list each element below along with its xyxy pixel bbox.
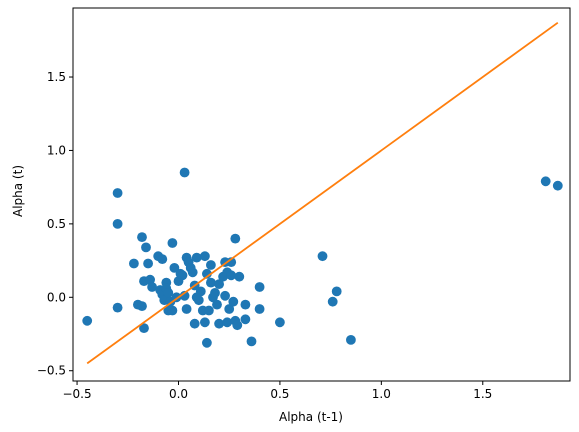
scatter-point [317, 251, 328, 262]
scatter-point [206, 277, 216, 288]
scatter-point [226, 257, 237, 267]
scatter-point [137, 301, 147, 311]
x-tick-label: 1.5 [473, 387, 492, 401]
scatter-point [187, 267, 198, 278]
scatter-point [139, 323, 149, 333]
scatter-point [540, 176, 551, 187]
scatter-point [226, 270, 237, 281]
x-tick-label: 1.0 [372, 387, 391, 401]
y-tick-label: 1.0 [47, 143, 66, 157]
scatter-point [137, 232, 147, 243]
scatter-point [169, 263, 180, 273]
scatter-point [254, 282, 265, 292]
scatter-point [193, 295, 204, 306]
scatter-point [195, 286, 206, 297]
scatter-point [210, 288, 220, 298]
scatter-point [552, 180, 563, 191]
scatter-point [157, 254, 168, 264]
scatter-point [202, 268, 212, 279]
scatter-point [230, 233, 241, 244]
scatter-point [143, 258, 154, 269]
scatter-point [232, 320, 243, 331]
scatter-point [206, 260, 216, 270]
scatter-point [204, 305, 214, 316]
scatter-point [254, 304, 265, 314]
scatter-point [167, 238, 178, 248]
scatter-point [112, 302, 123, 313]
scatter-point [327, 296, 338, 307]
scatter-point [222, 317, 233, 328]
scatter-point [275, 317, 285, 328]
data-series [82, 21, 563, 365]
x-tick-label: −0.5 [62, 387, 91, 401]
scatter-point [200, 251, 210, 262]
scatter-point [177, 270, 188, 281]
x-axis-label: Alpha (t-1) [279, 410, 343, 424]
scatter-point [191, 252, 202, 263]
scatter-point [331, 286, 342, 297]
scatter-point [214, 279, 225, 289]
axes-frame [72, 7, 571, 382]
scatter-point [163, 288, 174, 298]
fit-line [86, 21, 559, 365]
scatter-point [212, 299, 222, 310]
scatter-point [129, 258, 139, 269]
scatter-point [181, 304, 192, 314]
scatter-point [228, 296, 239, 307]
scatter-point [112, 188, 123, 198]
scatter-point [240, 299, 251, 310]
scatter-point [112, 219, 123, 229]
scatter-point [220, 290, 231, 301]
axes: −0.5 0.0 0.5 1.0 1.5 −0.5 0.0 0.5 1.0 1.5 [37, 7, 571, 401]
scatter-point [82, 315, 93, 326]
scatter-point [179, 290, 190, 301]
scatter-point [224, 304, 235, 314]
scatter-point [179, 167, 190, 178]
scatter-point [141, 242, 151, 253]
y-tick-label: 0.5 [47, 217, 66, 231]
scatter-point [167, 305, 178, 316]
x-tick-label: 0.0 [169, 387, 188, 401]
scatter-point [147, 282, 158, 292]
scatter-point [246, 336, 257, 347]
scatter-point [234, 271, 245, 282]
scatter-point [240, 314, 251, 325]
scatter-point [189, 318, 200, 329]
scatter-point [346, 335, 356, 345]
y-axis-label: Alpha (t) [11, 165, 25, 217]
y-tick-label: 0.0 [47, 290, 66, 304]
y-tick-label: 1.5 [47, 70, 66, 84]
scatter-point [214, 318, 225, 329]
scatter-point [202, 337, 212, 348]
y-tick-label: −0.5 [37, 364, 66, 378]
scatter-point [200, 317, 210, 328]
x-tick-label: 0.5 [270, 387, 289, 401]
